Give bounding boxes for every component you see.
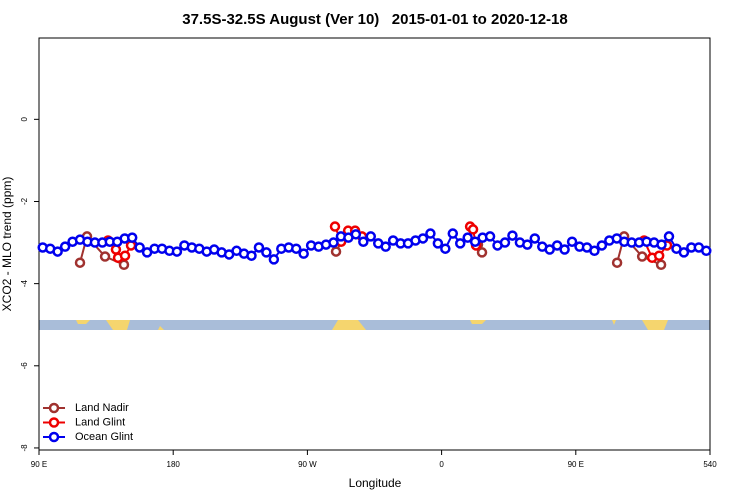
data-point	[358, 236, 369, 247]
data-point	[559, 244, 570, 255]
data-point	[678, 247, 690, 258]
data-point	[467, 224, 479, 235]
data-point	[522, 239, 533, 250]
data-point	[656, 239, 667, 250]
data-point	[499, 237, 511, 248]
data-point	[507, 230, 518, 241]
data-point	[589, 245, 600, 257]
y-tick-label: -6	[20, 362, 29, 370]
data-point	[119, 250, 131, 261]
data-point	[126, 232, 138, 243]
data-point	[596, 240, 608, 251]
data-point	[484, 231, 496, 242]
x-tick-label: 90 W	[298, 460, 317, 469]
data-point	[611, 257, 623, 268]
data-point	[268, 254, 280, 265]
data-point	[701, 245, 712, 257]
data-point	[469, 236, 481, 247]
x-tick-label: 90 E	[31, 460, 47, 469]
data-point	[380, 241, 391, 252]
data-point	[134, 242, 145, 253]
data-point	[290, 243, 302, 254]
y-tick-label: 0	[20, 117, 29, 122]
data-point	[636, 251, 648, 262]
data-point	[551, 240, 563, 251]
data-point	[454, 238, 466, 249]
data-point	[476, 247, 488, 258]
x-tick-label: 0	[439, 460, 444, 469]
data-point	[253, 242, 265, 253]
data-point	[52, 246, 63, 257]
x-tick-label: 180	[167, 460, 181, 469]
data-point	[246, 250, 257, 261]
data-point	[59, 241, 71, 252]
data-point	[425, 228, 436, 239]
map-strip	[39, 320, 710, 330]
data-point	[328, 237, 339, 248]
chart-title: 37.5S-32.5S August (Ver 10) 2015-01-01 t…	[182, 11, 567, 28]
legend-label: Ocean Glint	[75, 431, 133, 443]
data-point	[432, 238, 444, 249]
x-tick-label: 90 E	[568, 460, 584, 469]
legend-marker	[48, 417, 60, 428]
data-point	[329, 221, 341, 232]
data-point	[350, 229, 362, 240]
data-point	[529, 233, 541, 244]
data-point	[417, 233, 429, 244]
data-point	[261, 247, 272, 258]
data-point	[365, 231, 377, 242]
x-axis-label: Longitude	[349, 476, 402, 490]
data-point	[298, 248, 309, 259]
legend-marker	[48, 431, 60, 443]
data-point	[440, 243, 451, 254]
data-point	[74, 257, 86, 268]
data-point	[171, 246, 183, 257]
y-axis-label: XCO2 - MLO trend (ppm)	[0, 177, 14, 312]
data-point	[663, 231, 675, 242]
data-point	[330, 246, 342, 257]
x-tick-label: 540	[703, 460, 717, 469]
data-point	[655, 259, 667, 270]
y-tick-label: -2	[20, 197, 29, 205]
data-point	[653, 250, 665, 261]
data-point	[447, 228, 459, 239]
data-point	[566, 236, 578, 247]
legend-marker	[48, 402, 60, 414]
data-point	[462, 232, 473, 243]
y-tick-label: -4	[20, 280, 29, 288]
data-point	[544, 244, 555, 255]
legend-label: Land Nadir	[75, 402, 129, 414]
y-tick-label: -8	[20, 444, 29, 452]
data-point	[99, 251, 111, 262]
legend-label: Land Glint	[75, 416, 125, 428]
